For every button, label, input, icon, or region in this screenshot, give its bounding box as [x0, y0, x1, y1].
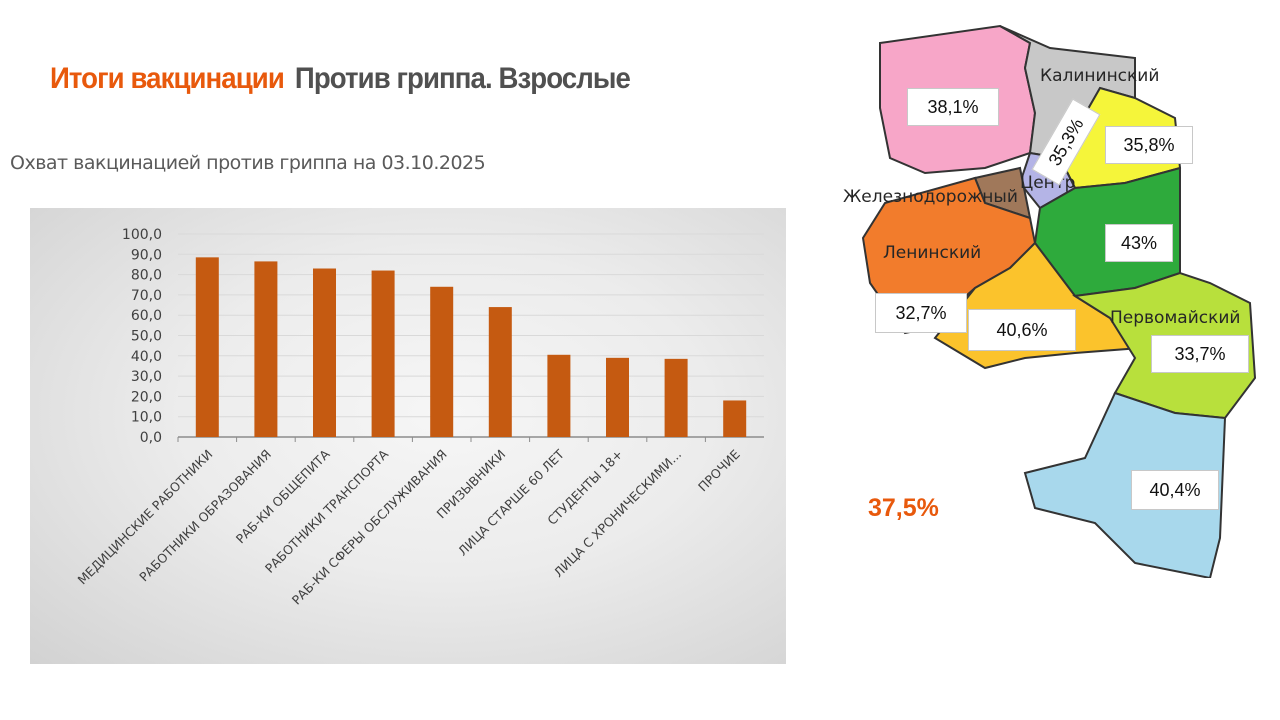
pct-pervomaisky: 33,7%	[1151, 335, 1249, 373]
bar	[430, 286, 454, 437]
title-part-2: Против гриппа. Взрослые	[294, 62, 631, 95]
district-label-leninsky: Ленинский	[883, 243, 981, 263]
district-sovetsky	[1023, 391, 1227, 578]
bar-chart-panel: 100,0 90,0 80,0 70,0 60,0 50,0 40,0 30,0 20,0 10,…	[30, 208, 786, 664]
x-category-label: РАБОТНИКИ ТРАНСПОРТА	[262, 446, 392, 576]
bar	[547, 354, 571, 437]
y-tick-label: 80,0	[131, 268, 162, 284]
pct-oktyabrsky: 43%	[1105, 224, 1173, 262]
y-tick-label: 70,0	[131, 288, 162, 304]
pct-kirovsky: 40,6%	[968, 309, 1076, 351]
title-part-1: Итоги вакцинации	[50, 62, 285, 95]
bar	[371, 270, 395, 437]
y-tick-label: 10,0	[131, 410, 162, 426]
bar	[195, 257, 219, 437]
pct-zaeltsovsky: 38,1%	[907, 88, 999, 126]
bar	[488, 307, 512, 437]
pct-leninsky: 32,7%	[875, 293, 967, 333]
bar	[723, 400, 747, 437]
y-tick-label: 60,0	[131, 308, 162, 324]
district-map: Калининский Железнодорожный Центр Ленинс…	[835, 18, 1275, 578]
y-tick-label: 100,0	[122, 227, 162, 243]
x-category-label: ПРОЧИЕ	[695, 446, 743, 494]
y-tick-label: 0,0	[140, 430, 162, 446]
bar	[606, 357, 629, 437]
y-tick-label: 90,0	[131, 247, 162, 263]
page-title: Итоги вакцинации Против гриппа. Взрослые	[50, 62, 631, 96]
bar	[313, 268, 336, 437]
y-tick-label: 40,0	[131, 349, 162, 365]
x-category-label: ЛИЦА С ХРОНИЧЕСКИМИ...	[551, 447, 685, 581]
district-label-pervomaisky: Первомайский	[1110, 308, 1240, 328]
pct-dzerzhinsky: 35,8%	[1105, 126, 1193, 164]
pct-sovetsky: 40,4%	[1131, 470, 1219, 510]
bar	[664, 358, 688, 437]
bar-chart: 100,0 90,0 80,0 70,0 60,0 50,0 40,0 30,0 20,0 10,…	[75, 227, 764, 608]
total-percentage: 37,5%	[868, 494, 939, 522]
y-tick-label: 50,0	[131, 329, 162, 345]
y-tick-label: 20,0	[131, 389, 162, 405]
bar	[254, 261, 278, 437]
page-subtitle: Охват вакцинацией против гриппа на 03.10…	[10, 152, 486, 174]
district-label-zheleznodorozhny: Железнодорожный	[843, 187, 1018, 207]
district-label-kalininsky: Калининский	[1040, 66, 1159, 86]
x-category-label: ЛИЦА СТАРШЕ 60 ЛЕТ	[455, 446, 567, 558]
y-tick-label: 30,0	[131, 369, 162, 385]
